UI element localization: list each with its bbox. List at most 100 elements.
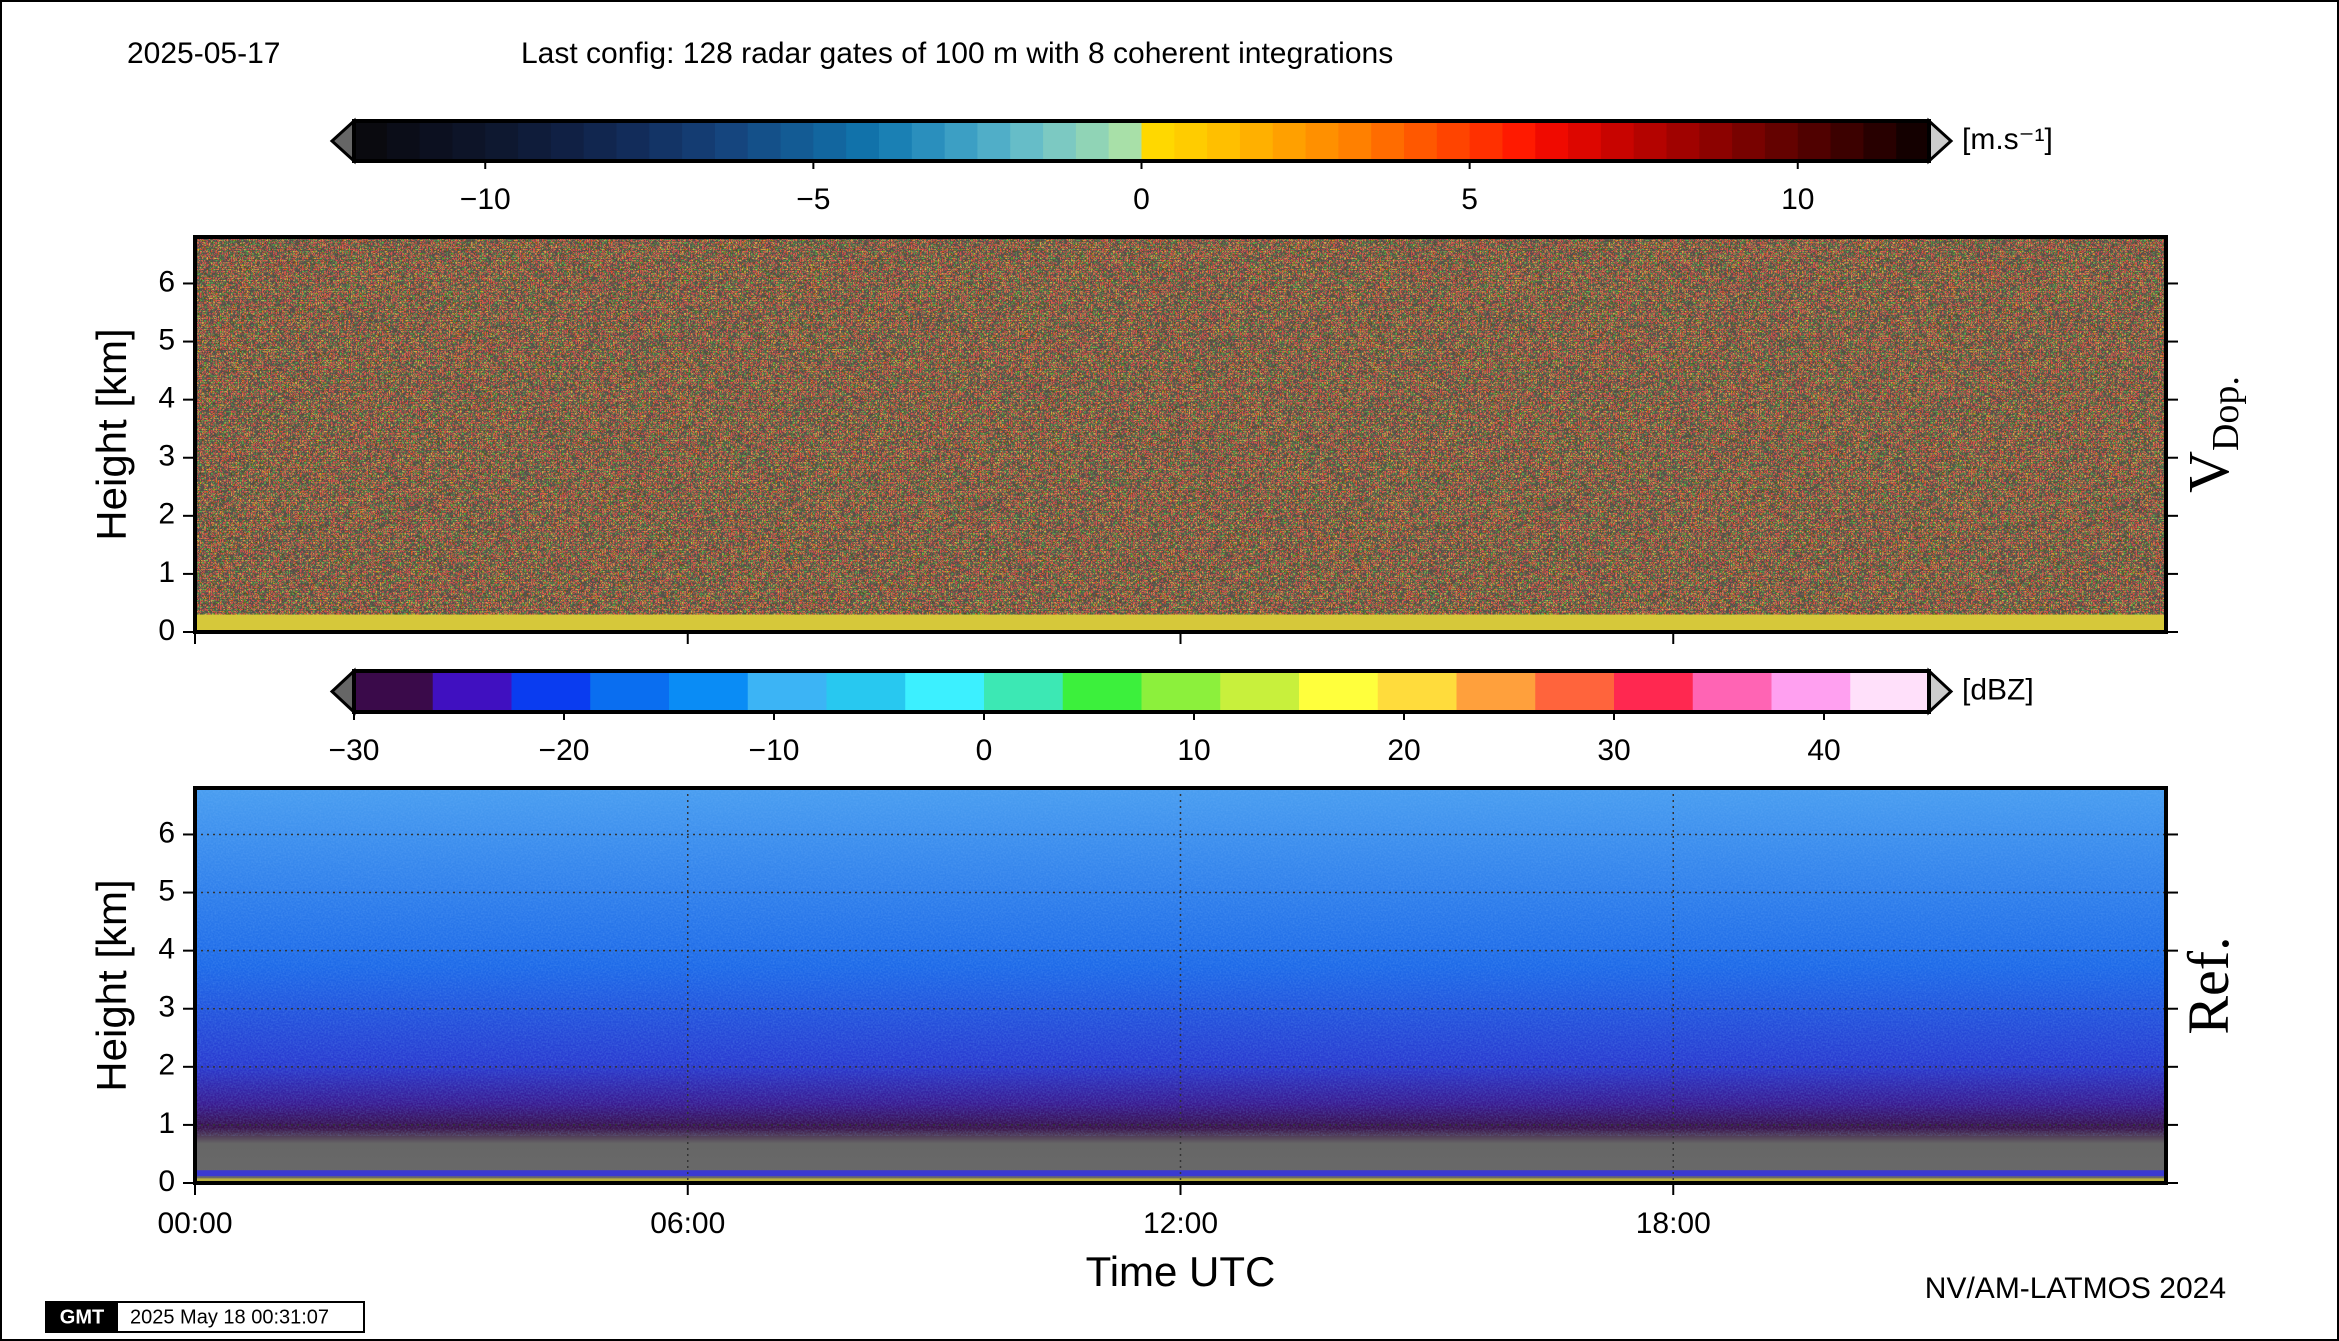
colorbar-segment — [1896, 121, 1930, 161]
colorbar-segment — [1371, 121, 1405, 161]
colorbar-segment — [846, 121, 880, 161]
colorbar-segment — [1272, 121, 1307, 161]
colorbar-segment — [1207, 121, 1241, 161]
colorbar-segment — [1797, 121, 1832, 161]
y-tick-label: 4 — [158, 933, 175, 966]
x-axis-label: Time UTC — [1086, 1248, 1276, 1295]
colorbar-tick-label: −10 — [460, 183, 511, 216]
colorbar-segment — [511, 671, 591, 712]
colorbar-segment — [669, 671, 749, 712]
colorbar-segment — [1338, 121, 1372, 161]
logo-box — [46, 1302, 118, 1332]
colorbar-segment — [1535, 121, 1569, 161]
y-tick-label: 2 — [158, 498, 175, 531]
colorbar-segment — [1239, 121, 1274, 161]
colorbar-segment — [1043, 121, 1077, 161]
colorbar-segment — [550, 121, 585, 161]
colorbar-segment — [1404, 121, 1438, 161]
colorbar-segment — [826, 671, 906, 712]
colorbar-segment — [944, 121, 979, 161]
colorbar-segment — [1305, 121, 1339, 161]
colorbar-segment — [583, 121, 618, 161]
y-tick-label: 4 — [158, 382, 175, 415]
colorbar-segment — [1108, 121, 1143, 161]
colorbar-segment — [1220, 671, 1300, 712]
x-tick-label: 00:00 — [157, 1207, 232, 1240]
colorbar-segment — [1377, 671, 1458, 712]
colorbar-segment — [984, 671, 1064, 712]
colorbar-segment — [432, 671, 513, 712]
y-axis-label: Height [km] — [88, 328, 135, 540]
colorbar-tick-label: −5 — [796, 183, 830, 216]
colorbar-segment — [452, 121, 486, 161]
colorbar-unit: [m.s⁻¹] — [1962, 123, 2053, 156]
x-tick-label: 12:00 — [1143, 1207, 1218, 1240]
colorbar-segment — [1771, 671, 1851, 712]
y-tick-label: 0 — [158, 1165, 175, 1198]
y-tick-label: 5 — [158, 323, 175, 356]
colorbar-segment — [977, 121, 1011, 161]
colorbar-segment — [1436, 121, 1471, 161]
y-tick-label: 2 — [158, 1049, 175, 1082]
field-noise — [195, 237, 2166, 632]
colorbar-segment — [1600, 121, 1635, 161]
colorbar-segment — [419, 121, 454, 161]
colorbar-segment — [1764, 121, 1799, 161]
colorbar-segment — [1299, 671, 1379, 712]
colorbar-segment — [1850, 671, 1930, 712]
colorbar-tick-label: −10 — [749, 734, 800, 767]
y-tick-label: 1 — [158, 1107, 175, 1140]
colorbar-segment — [518, 121, 552, 161]
colorbar-segment — [1732, 121, 1766, 161]
colorbar-segment — [590, 671, 670, 712]
colorbar-segment — [386, 121, 421, 161]
colorbar-segment — [1863, 121, 1897, 161]
colorbar-segment — [485, 121, 519, 161]
colorbar-segment — [1010, 121, 1044, 161]
y-tick-label: 6 — [158, 265, 175, 298]
colorbar-segment — [879, 121, 913, 161]
colorbar-segment — [747, 671, 828, 712]
colorbar-segment — [1830, 121, 1864, 161]
colorbar-segment — [1633, 121, 1668, 161]
colorbar-segment — [1469, 121, 1504, 161]
colorbar-tick-label: −20 — [539, 734, 590, 767]
stamp: 2025 May 18 00:31:07 — [130, 1306, 329, 1328]
colorbar-segment — [1535, 671, 1615, 712]
colorbar-segment — [1568, 121, 1602, 161]
colorbar-segment — [905, 671, 985, 712]
colorbar-segment — [747, 121, 782, 161]
colorbar-segment — [1456, 671, 1536, 712]
colorbar-tick-label: 0 — [976, 734, 993, 767]
y-tick-label: 5 — [158, 874, 175, 907]
y-axis-label: Height [km] — [88, 879, 135, 1091]
y-tick-label: 6 — [158, 816, 175, 849]
colorbar-segment — [354, 121, 388, 161]
colorbar-segment — [911, 121, 946, 161]
field-floor — [195, 1178, 2166, 1183]
panel-label: VDop. — [2176, 376, 2246, 493]
config: Last config: 128 radar gates of 100 m wi… — [521, 37, 1393, 70]
colorbar-tick-label: 30 — [1597, 734, 1630, 767]
colorbar-segment — [1666, 121, 1700, 161]
colorbar-segment — [682, 121, 716, 161]
colorbar-segment — [1692, 671, 1773, 712]
colorbar-tick-label: 20 — [1387, 734, 1420, 767]
colorbar-segment — [1141, 121, 1175, 161]
colorbar-segment — [1141, 671, 1221, 712]
colorbar-tick-label: −30 — [329, 734, 380, 767]
colorbar-segment — [714, 121, 749, 161]
panel-label: Ref. — [2176, 936, 2241, 1034]
field-ground — [195, 614, 2166, 632]
colorbar-segment — [1614, 671, 1694, 712]
panel-label-sub: Dop. — [2205, 376, 2247, 451]
y-tick-label: 3 — [158, 991, 175, 1024]
x-tick-label: 18:00 — [1636, 1207, 1711, 1240]
credit: NV/AM-LATMOS 2024 — [1925, 1272, 2226, 1305]
colorbar-segment — [616, 121, 650, 161]
colorbar-tick-label: 10 — [1781, 183, 1814, 216]
colorbar-unit: [dBZ] — [1962, 673, 2034, 706]
colorbar-frame — [352, 669, 1931, 714]
y-tick-label: 3 — [158, 440, 175, 473]
